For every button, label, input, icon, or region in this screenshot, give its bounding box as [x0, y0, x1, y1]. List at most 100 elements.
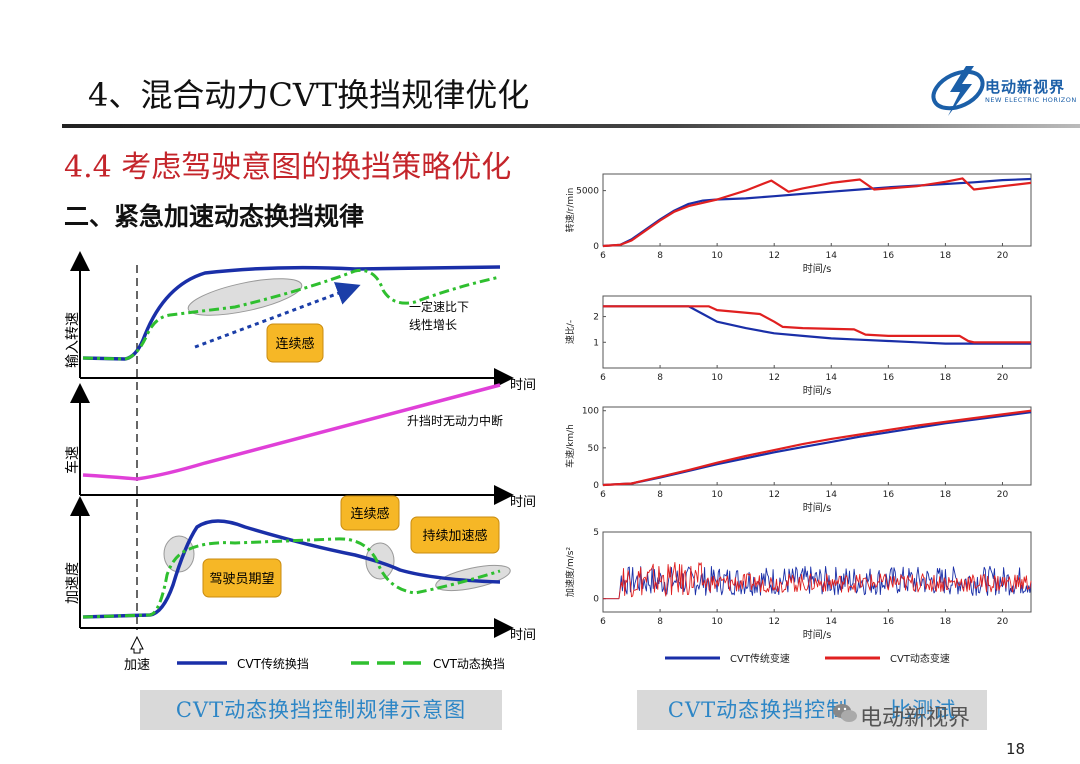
test-caption: CVT动态换挡控制 比测试 — [637, 690, 987, 730]
panel1-annotation-b: 线性增长 — [409, 318, 457, 332]
x-tick-label-3: 16 — [883, 617, 895, 627]
panel-input-speed: 输入转速 时间 连续感 一定速比下 线性增长 — [65, 251, 536, 393]
x-tick-label-3: 12 — [768, 617, 779, 627]
x-tick-label-0: 12 — [768, 251, 779, 261]
legend-traditional-label: CVT传统变速 — [730, 652, 790, 665]
badge-continuity-1 — [266, 323, 324, 363]
panel2-annotation: 升挡时无动力中断 — [407, 413, 503, 428]
badge-driver-expectation-text: 驾驶员期望 — [209, 571, 274, 587]
badge-sustained-accel — [410, 516, 500, 554]
y-tick-label-0: 5000 — [576, 187, 599, 197]
x-tick-label-3: 20 — [997, 617, 1009, 627]
series-line-1-1 — [603, 305, 1031, 344]
y-axis-label-3: 加速度/m/s² — [564, 547, 576, 598]
y-axis-label-1: 速比/- — [564, 320, 576, 344]
panel1-xlabel: 时间 — [510, 378, 536, 393]
x-tick-label-1: 14 — [826, 373, 838, 383]
accel-marker-label: 加速 — [124, 658, 150, 673]
series-line-0-1 — [602, 177, 1032, 248]
y-tick-label-0: 0 — [593, 242, 599, 252]
x-tick-label-0: 14 — [826, 251, 838, 261]
y-axis-label-0: 转速/r/min — [564, 188, 576, 233]
x-tick-label-0: 8 — [657, 251, 663, 261]
y-tick-label-3: 5 — [593, 528, 599, 538]
panel-acceleration: 加速度 时间 驾驶员期望 连续感 持续加速感 — [65, 495, 536, 643]
panel3-xlabel: 时间 — [510, 628, 536, 643]
x-tick-label-0: 20 — [997, 251, 1009, 261]
panel2-xlabel: 时间 — [510, 495, 536, 510]
panel2-ylabel: 车速 — [64, 446, 81, 474]
legend-dynamic-label: CVT动态换挡 — [433, 657, 505, 671]
panel1-annotation-a: 一定速比下 — [409, 299, 469, 314]
chart-frame-1 — [602, 295, 1032, 369]
watermark: 电动新视界 — [860, 706, 971, 731]
chart-frame-2 — [602, 406, 1032, 486]
legend-traditional-label: CVT传统换挡 — [237, 656, 309, 671]
legend-dynamic-label: CVT动态变速 — [890, 652, 950, 665]
x-tick-label-2: 20 — [997, 490, 1009, 500]
x-tick-label-1: 6 — [600, 373, 606, 383]
series-line-3-1 — [603, 562, 1032, 600]
subsection-heading: 二、紧急加速动态换挡规律 — [64, 202, 365, 231]
panel1-ylabel: 输入转速 — [65, 312, 81, 368]
x-tick-label-3: 18 — [940, 617, 952, 627]
x-tick-label-2: 6 — [600, 490, 606, 500]
series-line-0-0 — [602, 177, 1032, 248]
x-tick-label-1: 12 — [768, 373, 779, 383]
title-divider — [62, 124, 1080, 128]
x-tick-label-2: 10 — [711, 490, 723, 500]
x-tick-label-3: 10 — [711, 617, 723, 627]
x-tick-label-2: 12 — [768, 490, 779, 500]
brand-logo-icon — [931, 66, 985, 116]
x-axis-label-0: 时间/s — [803, 262, 832, 275]
up-arrow-icon — [130, 635, 144, 654]
x-axis-label-2: 时间/s — [803, 501, 832, 514]
y-tick-label-3: 0 — [593, 595, 599, 605]
panel-vehicle-speed: 车速 时间 升挡时无动力中断 — [64, 383, 536, 510]
badge-continuity-2 — [340, 495, 400, 531]
x-tick-label-2: 16 — [883, 490, 895, 500]
series-line-1-0 — [603, 305, 1031, 345]
x-tick-label-2: 18 — [940, 490, 952, 500]
series-line-2-1 — [602, 409, 1032, 487]
x-axis-label-3: 时间/s — [803, 628, 832, 641]
chart-frame-0 — [602, 173, 1032, 247]
y-tick-label-1: 1 — [593, 338, 599, 348]
x-tick-label-2: 14 — [826, 490, 838, 500]
series-line-3-0 — [603, 565, 1032, 600]
y-axis-label-2: 车速/km/h — [564, 424, 576, 468]
x-tick-label-0: 18 — [940, 251, 952, 261]
x-tick-label-0: 6 — [600, 251, 606, 261]
schematic-diagram: 输入转速 时间 连续感 一定速比下 线性增长 车速 时间 升挡时无动力中断 加速… — [64, 251, 536, 673]
logo-name: 电动新视界 — [985, 78, 1066, 96]
y-tick-label-1: 2 — [593, 313, 599, 323]
slide-title: 4、混合动力CVT换挡规律优化 — [88, 76, 530, 114]
x-tick-label-2: 8 — [657, 490, 663, 500]
badge-sustained-accel-text: 持续加速感 — [422, 528, 487, 544]
x-tick-label-1: 16 — [883, 373, 895, 383]
badge-driver-expectation — [202, 558, 282, 598]
section-heading: 4.4 考虑驾驶意图的换挡策略优化 — [64, 150, 512, 185]
logo-subtitle: NEW ELECTRIC HORIZON — [985, 96, 1077, 104]
y-tick-label-2: 50 — [588, 444, 600, 454]
x-axis-label-1: 时间/s — [803, 384, 832, 397]
x-tick-label-0: 10 — [711, 251, 723, 261]
y-tick-label-2: 100 — [582, 407, 599, 417]
wechat-icon — [833, 704, 857, 722]
x-tick-label-1: 8 — [657, 373, 663, 383]
schematic-caption: CVT动态换挡控制规律示意图 — [140, 690, 502, 730]
x-tick-label-1: 10 — [711, 373, 723, 383]
badge-continuity-1-text: 连续感 — [275, 336, 314, 352]
x-tick-label-3: 14 — [826, 617, 838, 627]
panel3-ylabel: 加速度 — [65, 562, 81, 604]
badge-continuity-2-text: 连续感 — [350, 506, 389, 522]
page-number: 18 — [1006, 740, 1026, 758]
x-tick-label-0: 16 — [883, 251, 895, 261]
x-tick-label-1: 18 — [940, 373, 952, 383]
x-tick-label-3: 8 — [657, 617, 663, 627]
chart-frame-3 — [602, 531, 1032, 613]
x-tick-label-1: 20 — [997, 373, 1009, 383]
y-tick-label-2: 0 — [593, 481, 599, 491]
x-tick-label-3: 6 — [600, 617, 606, 627]
